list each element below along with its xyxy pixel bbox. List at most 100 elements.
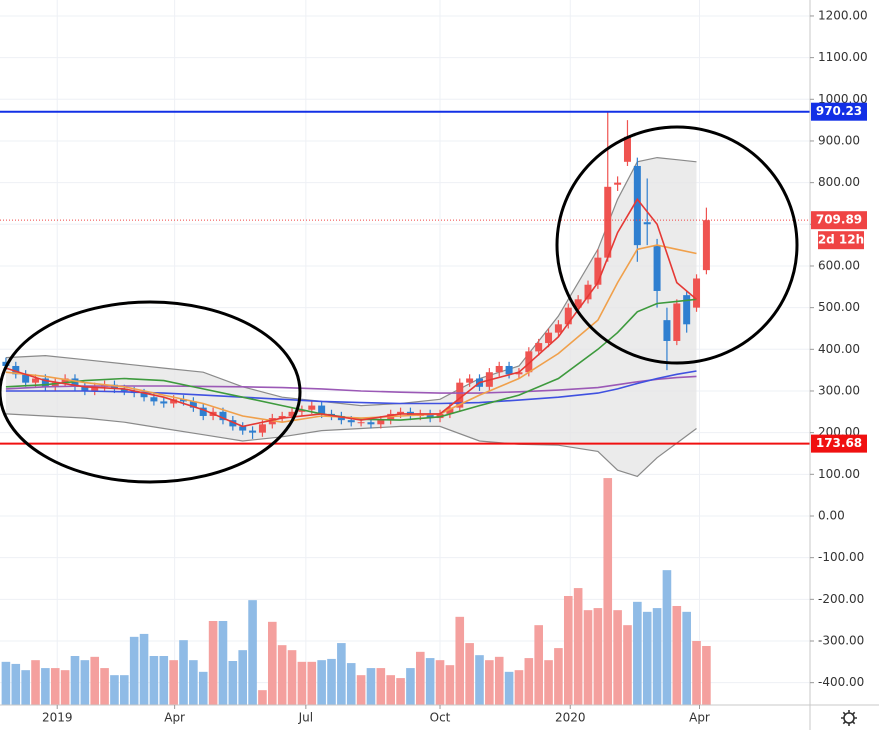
candle-body — [377, 420, 385, 425]
x-tick-label: Apr — [689, 711, 710, 725]
candle-body — [614, 182, 622, 185]
volume-bar — [613, 610, 622, 705]
volume-bar — [60, 670, 70, 705]
volume-bar — [682, 611, 691, 705]
candle-body — [594, 257, 602, 285]
countdown-label: 2d 12h — [818, 233, 864, 247]
volume-bar — [494, 656, 504, 705]
candle-body — [199, 407, 207, 416]
gear-teeth[interactable] — [841, 710, 857, 726]
volume-bar — [337, 643, 346, 705]
volume-bar — [435, 660, 445, 705]
volume-bar — [554, 648, 563, 705]
candle-body — [239, 426, 247, 431]
volume-bar — [100, 668, 109, 705]
candle-body — [12, 365, 20, 375]
candle-body — [337, 415, 345, 421]
candle-body — [219, 411, 227, 421]
volume-bar — [702, 645, 711, 705]
volume-bar — [50, 668, 60, 705]
y-tick-label: 1200.00 — [818, 8, 868, 22]
volume-bar — [593, 608, 603, 705]
volume-bar — [662, 570, 672, 705]
y-tick-label: -200.00 — [818, 592, 864, 606]
candle-body — [574, 299, 582, 308]
candle-body — [584, 284, 592, 300]
volume-bar — [327, 658, 336, 705]
volume-bar — [189, 660, 198, 705]
candle-body — [229, 420, 237, 427]
candle-body — [22, 374, 30, 383]
x-tick-label: Jul — [298, 711, 313, 725]
candle-body — [120, 388, 128, 391]
y-tick-label: 900.00 — [818, 133, 860, 147]
candle-body — [51, 382, 59, 387]
candle-body — [683, 295, 691, 325]
price-label: 173.68 — [816, 436, 862, 450]
candle-body — [288, 411, 296, 416]
volume-bar — [633, 601, 642, 705]
volume-bar — [287, 650, 297, 705]
candle-body — [278, 415, 286, 419]
annotation-ellipse — [555, 125, 799, 365]
volume-bar — [208, 620, 218, 705]
volume-bar — [583, 610, 593, 705]
volume-bar — [120, 675, 129, 705]
candle-body — [160, 401, 168, 404]
volume-bar — [307, 661, 317, 705]
volume-bar — [169, 660, 178, 705]
axes: 1200.001100.001000.00900.00800.00700.006… — [42, 8, 868, 724]
y-tick-label: 1100.00 — [818, 50, 868, 64]
volume-bar — [1, 661, 11, 705]
x-tick-label: Apr — [164, 711, 185, 725]
volume-bar — [692, 640, 701, 705]
candle-body — [663, 320, 671, 341]
candle-body — [318, 405, 326, 414]
volume-bar — [198, 671, 208, 705]
candle-body — [140, 393, 148, 398]
band-lower — [5, 413, 697, 478]
candle-body — [456, 382, 464, 408]
volume-bar — [159, 655, 169, 705]
volume-bar — [573, 588, 583, 705]
candle-body — [466, 378, 474, 383]
candle-body — [357, 422, 365, 424]
price-label-box — [811, 434, 867, 453]
y-tick-label: 100.00 — [818, 467, 860, 481]
candle-body — [91, 386, 99, 391]
candle-body — [81, 386, 89, 391]
volume-bar — [277, 645, 287, 705]
plot-area — [0, 110, 810, 705]
y-tick-label: -300.00 — [818, 633, 864, 647]
volume-bar — [376, 668, 386, 705]
candle-body — [564, 307, 572, 325]
volume-bar — [21, 670, 30, 705]
volume-bar — [386, 675, 395, 705]
candle-body — [397, 411, 405, 414]
volume-bar — [248, 600, 257, 705]
volume-bar — [465, 643, 474, 705]
candle-body — [249, 430, 257, 433]
volume-bar — [238, 650, 248, 705]
volume-bar — [504, 671, 514, 705]
candle-body — [446, 407, 454, 414]
x-tick-label: 2019 — [42, 711, 73, 725]
candle-body — [426, 413, 434, 419]
candle-body — [61, 378, 69, 383]
price-label: 970.23 — [816, 104, 862, 118]
volume-bar — [406, 668, 415, 705]
price-label-box — [811, 211, 867, 230]
candle-body — [150, 397, 158, 402]
moving-average — [5, 375, 697, 394]
volume-bar — [90, 656, 100, 705]
volume-bar — [672, 605, 682, 705]
candle-body — [673, 303, 681, 341]
volume-bar — [80, 660, 90, 705]
candle-body — [110, 384, 118, 389]
price-label: 709.89 — [816, 213, 862, 227]
volume-bar — [396, 678, 405, 705]
candle-body — [702, 220, 710, 271]
volume-bar — [652, 608, 662, 705]
candle-body — [71, 378, 79, 387]
settings-icon[interactable] — [841, 710, 857, 726]
